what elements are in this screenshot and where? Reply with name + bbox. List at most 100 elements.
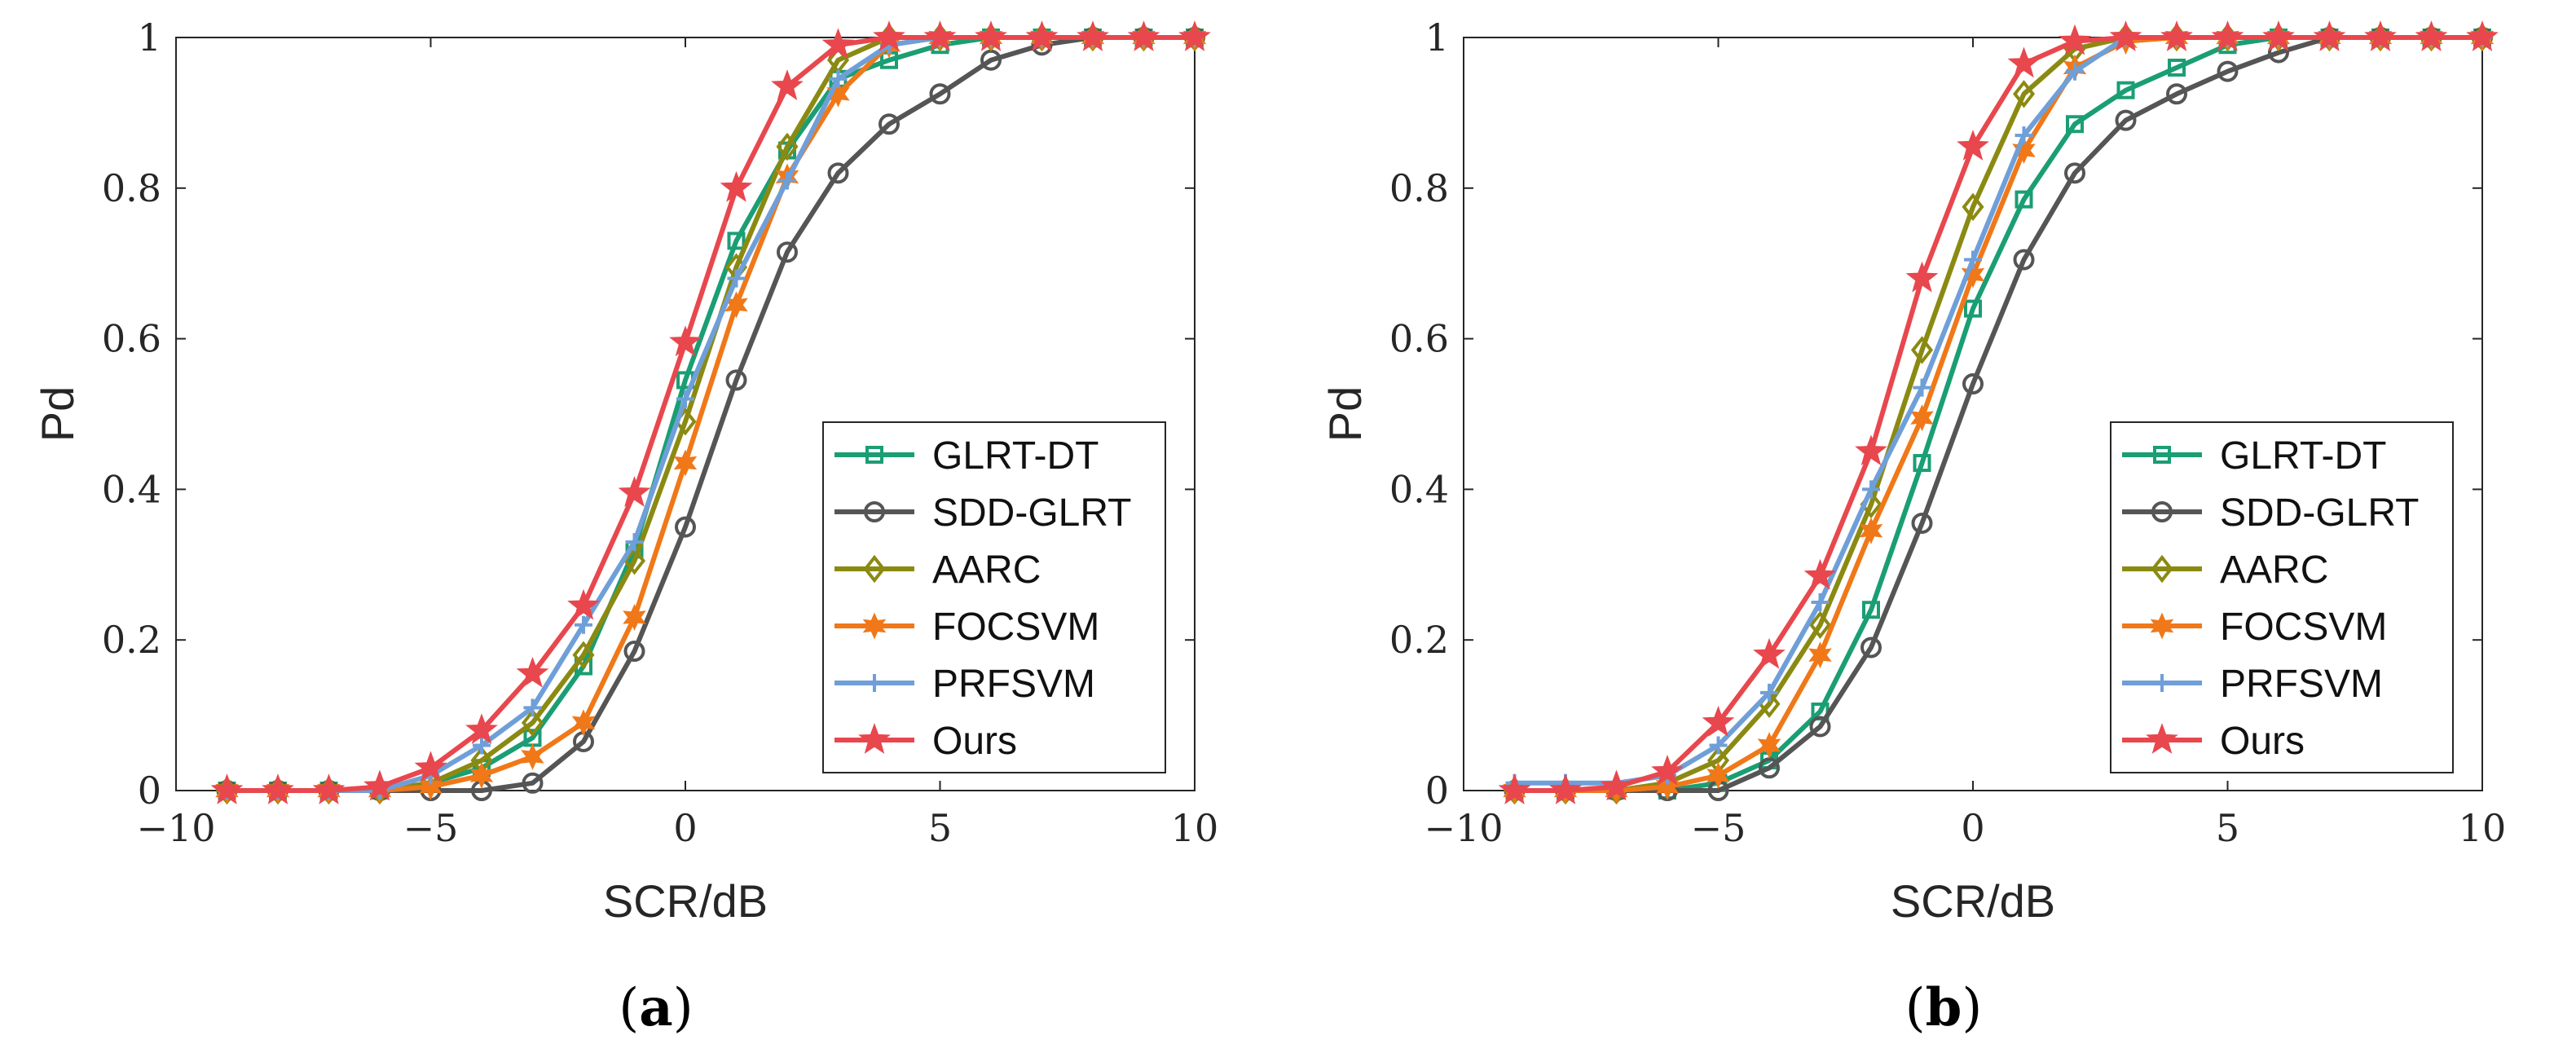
data-point (469, 762, 494, 789)
x-tick-label: 10 (1171, 806, 1219, 850)
data-point (1808, 610, 1832, 639)
series-ours (1498, 20, 2499, 804)
data-point (1760, 683, 1778, 702)
data-point (2015, 126, 2033, 145)
y-tick-label: 0.8 (1389, 166, 1449, 210)
data-point (1077, 20, 1109, 51)
x-tick-label: 5 (928, 806, 952, 850)
data-point (2415, 20, 2448, 51)
data-point (975, 20, 1007, 51)
data-point (1913, 378, 1931, 397)
data-point (1862, 480, 1880, 499)
data-point (1757, 732, 1781, 760)
data-point (1860, 637, 1882, 659)
data-point (1859, 517, 1883, 544)
panel-caption: (b) (1905, 977, 1983, 1038)
data-point (1809, 716, 1831, 738)
legend-marker (865, 674, 883, 692)
data-point (1855, 434, 1887, 466)
data-point (571, 709, 596, 737)
legend-marker (2151, 554, 2173, 584)
legend-entry: Ours (932, 720, 1017, 763)
data-point (1905, 261, 1939, 293)
data-point (878, 113, 900, 135)
data-point (1709, 736, 1728, 755)
x-tick-label: −5 (403, 806, 459, 850)
data-point (1600, 769, 1633, 801)
data-point (414, 751, 447, 782)
data-point (673, 449, 698, 477)
data-point (776, 132, 799, 161)
data-point (2059, 24, 2091, 55)
data-point (1808, 641, 1832, 669)
x-tick-label: 0 (1961, 806, 1984, 850)
data-point (312, 773, 346, 804)
data-point (2115, 109, 2137, 131)
data-point (521, 708, 544, 738)
data-point (2262, 20, 2295, 51)
data-point (1127, 20, 1160, 51)
data-point (572, 641, 595, 669)
legend-marker (862, 612, 887, 640)
legend-box (822, 421, 1166, 773)
legend-marker (858, 723, 891, 754)
data-point (567, 588, 600, 620)
data-point (625, 533, 644, 552)
data-point (1957, 130, 1989, 161)
x-tick-label: 0 (673, 806, 697, 850)
data-point (1803, 558, 1837, 590)
legend-marker (864, 501, 885, 522)
legend-entry: SDD-GLRT (932, 491, 1131, 535)
data-point (771, 69, 804, 100)
data-point (1178, 20, 1211, 51)
data-point (777, 241, 798, 263)
data-point (720, 170, 753, 202)
data-point (2211, 20, 2244, 51)
y-axis-label: Pd (1319, 386, 1371, 443)
legend-entry: SDD-GLRT (2220, 491, 2419, 535)
data-point (1961, 261, 1985, 289)
data-point (210, 773, 244, 804)
data-point (262, 773, 294, 804)
legend-marker (2146, 723, 2178, 754)
legend-entry: PRFSVM (2220, 663, 2383, 706)
data-point (2109, 20, 2142, 51)
data-point (623, 546, 646, 575)
data-point (725, 369, 747, 391)
data-point (1549, 773, 1582, 804)
data-point (826, 80, 850, 108)
x-axis-label: SCR/dB (603, 875, 768, 927)
legend: GLRT-DT SDD-GLRT AARC FOCSVM PRFSVM Ours (822, 421, 1166, 773)
data-point (1655, 773, 1680, 800)
x-tick-label: −10 (1424, 806, 1503, 850)
data-point (523, 698, 542, 717)
panel-caption: (a) (619, 977, 693, 1038)
y-tick-label: 0.2 (102, 618, 161, 662)
data-point (676, 390, 694, 408)
x-tick-label: 10 (2459, 806, 2507, 850)
legend-entry: GLRT-DT (2220, 434, 2386, 478)
data-point (1964, 299, 1982, 318)
y-tick-label: 0 (1425, 769, 1449, 813)
y-tick-label: 0.4 (1389, 467, 1449, 511)
data-point (929, 83, 951, 105)
data-point (827, 162, 849, 184)
y-tick-label: 1 (138, 15, 161, 59)
legend-marker (2153, 446, 2171, 464)
data-point (2066, 62, 2084, 81)
legend-entry: AARC (932, 549, 1041, 592)
data-point (1962, 192, 1984, 222)
data-point (675, 516, 696, 538)
legend-marker (2151, 501, 2173, 522)
data-point (1811, 593, 1830, 611)
data-point (1498, 773, 1531, 804)
y-tick-label: 0.4 (102, 467, 161, 511)
data-point (1862, 601, 1880, 619)
data-point (1025, 20, 1059, 51)
legend-entry: GLRT-DT (932, 434, 1099, 478)
data-point (363, 769, 396, 801)
data-point (821, 28, 855, 59)
data-point (2160, 20, 2193, 51)
data-point (829, 69, 848, 88)
data-point (727, 231, 746, 250)
